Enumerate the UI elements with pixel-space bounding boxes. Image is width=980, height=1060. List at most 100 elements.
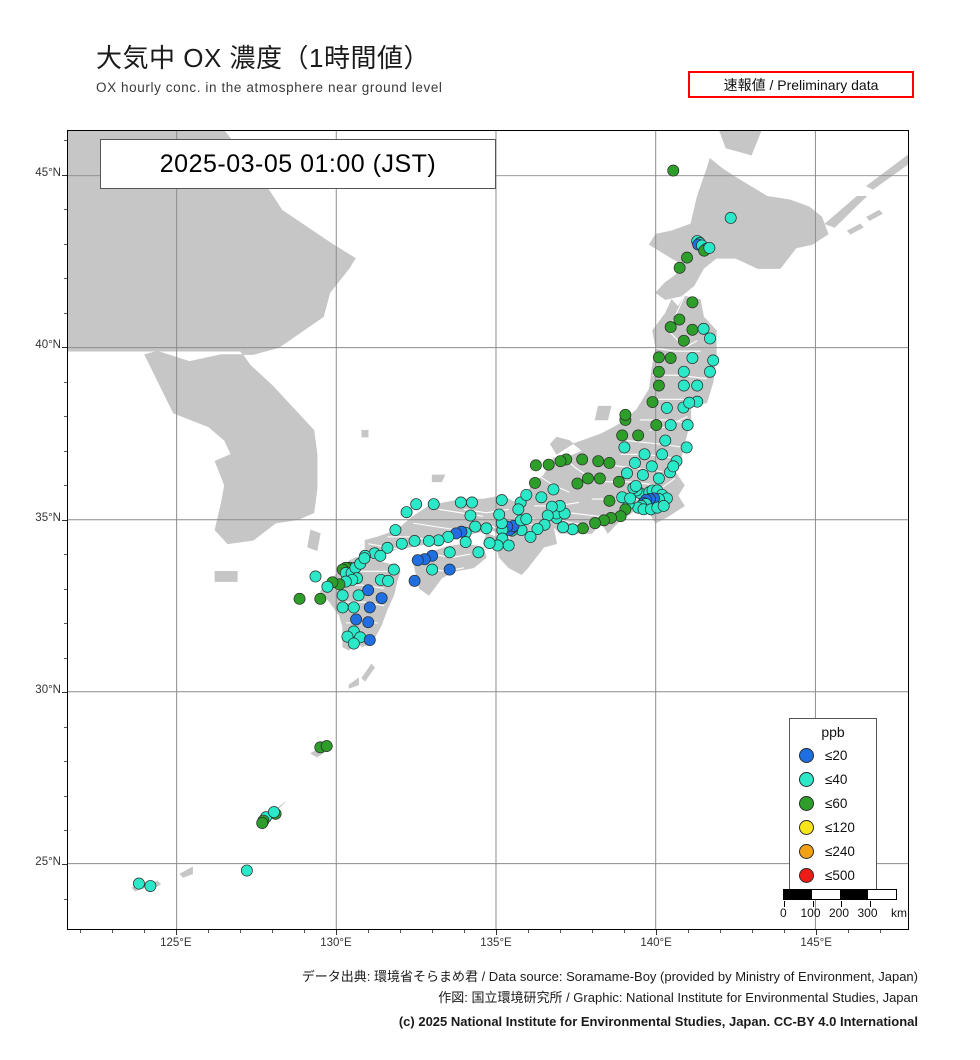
station-marker <box>621 467 633 480</box>
lon-tick-mark <box>496 930 497 935</box>
station-marker <box>352 589 365 602</box>
lat-minor-tick <box>64 243 67 245</box>
lon-minor-tick <box>560 930 562 933</box>
lon-tick-label: 140°E <box>640 937 672 949</box>
station-marker <box>677 365 690 378</box>
station-marker <box>408 535 421 547</box>
station-marker <box>362 584 375 597</box>
station-marker <box>677 334 690 347</box>
landmass-tsushima <box>307 529 321 552</box>
legend-item: ≤60 <box>790 791 876 815</box>
landmass-sakhalin-s <box>719 131 762 156</box>
station-marker <box>464 509 477 522</box>
lon-minor-tick <box>688 930 690 933</box>
station-marker <box>629 480 642 492</box>
station-marker <box>256 817 269 830</box>
station-marker <box>636 469 649 481</box>
lat-minor-tick <box>64 485 67 487</box>
footer-data-source: データ出典: 環境省そらまめ君 / Data source: Soramame-… <box>301 969 918 984</box>
lon-minor-tick <box>367 930 369 933</box>
station-marker <box>664 352 677 364</box>
lon-minor-tick <box>399 930 401 933</box>
lon-minor-tick <box>528 930 530 933</box>
landmass-habomai <box>846 223 864 235</box>
station-marker <box>629 457 641 469</box>
station-marker <box>400 506 413 519</box>
station-marker <box>704 332 716 345</box>
station-marker <box>363 601 376 614</box>
station-marker <box>707 354 720 367</box>
station-marker <box>680 441 693 454</box>
lat-minor-tick <box>64 278 67 280</box>
station-marker <box>132 877 145 890</box>
station-marker <box>293 592 306 605</box>
station-marker <box>410 498 423 511</box>
lon-tick-mark <box>175 930 177 935</box>
station-marker <box>382 574 394 587</box>
station-marker <box>512 503 525 516</box>
lon-minor-tick <box>463 930 465 933</box>
station-marker <box>664 321 677 334</box>
scale-bar-tick <box>812 901 814 907</box>
station-marker <box>426 563 439 576</box>
legend-item-label: ≤20 <box>825 747 848 763</box>
station-marker <box>427 498 440 511</box>
lat-minor-tick <box>64 450 67 452</box>
station-marker <box>466 496 478 509</box>
station-marker <box>144 880 157 892</box>
station-marker <box>480 522 493 535</box>
legend-item-label: ≤500 <box>825 867 855 883</box>
lat-minor-tick <box>64 588 67 590</box>
landmass-sado <box>594 405 612 421</box>
legend-item-label: ≤120 <box>825 819 855 835</box>
station-marker <box>686 296 699 309</box>
station-marker <box>336 601 349 614</box>
station-marker <box>524 530 537 543</box>
title-block: 大気中 OX 濃度（1時間値） OX hourly conc. in the a… <box>96 38 443 95</box>
station-marker <box>589 517 601 530</box>
lon-minor-tick <box>784 930 786 933</box>
station-marker <box>697 322 710 335</box>
lat-tick-mark <box>62 519 67 521</box>
station-marker <box>659 434 672 447</box>
legend-title: ppb <box>821 724 845 740</box>
station-marker <box>652 351 665 364</box>
prefecture-border-5 <box>626 439 685 448</box>
legend-item-label: ≤60 <box>825 795 848 811</box>
prefecture-border-0 <box>667 295 698 349</box>
station-marker <box>387 563 400 576</box>
scale-bar-track <box>783 889 897 907</box>
station-marker <box>667 164 680 177</box>
lat-tick-mark <box>62 692 67 694</box>
legend-swatch-icon <box>799 819 814 835</box>
station-marker <box>547 483 560 496</box>
legend-item-label: ≤40 <box>825 771 848 787</box>
lon-tick-label: 145°E <box>800 937 832 949</box>
lat-minor-tick <box>64 830 67 831</box>
station-marker <box>495 494 508 507</box>
scale-bar-segment <box>812 890 840 899</box>
station-marker <box>632 429 645 442</box>
landmass-miyako <box>179 866 193 878</box>
lon-minor-tick <box>79 930 81 933</box>
station-marker <box>576 453 589 466</box>
station-marker <box>681 251 693 264</box>
lon-minor-tick <box>207 930 209 933</box>
landmass-shikotan <box>866 209 883 221</box>
landmass-oki <box>431 474 446 483</box>
legend-item: ≤40 <box>790 767 876 791</box>
footer-copyright: (c) 2025 National Institute for Environm… <box>398 1014 918 1030</box>
station-marker <box>677 379 690 392</box>
station-marker <box>619 408 632 421</box>
lat-tick-label: 35°N <box>35 511 61 524</box>
landmass-asia-mainland <box>68 131 356 545</box>
lat-minor-tick <box>64 140 67 142</box>
station-marker <box>423 535 435 547</box>
station-marker <box>652 472 665 485</box>
lon-minor-tick <box>592 930 594 933</box>
lat-minor-tick <box>64 795 67 797</box>
landmass-ulleung <box>361 429 369 438</box>
lon-tick-mark <box>816 930 818 935</box>
station-marker <box>240 864 253 877</box>
landmass-tanegashima <box>361 663 375 682</box>
